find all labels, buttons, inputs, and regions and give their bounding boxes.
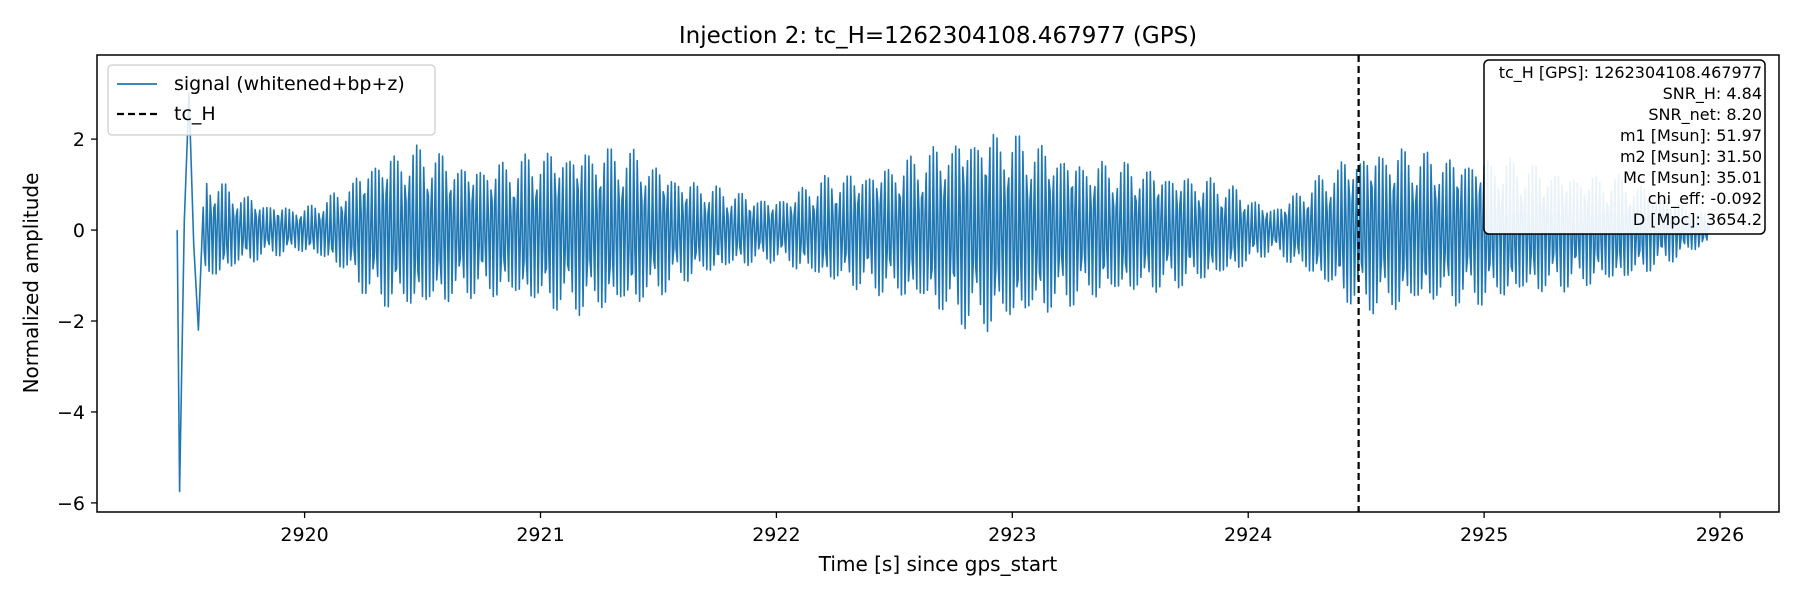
x-tick-label: 2923 (988, 524, 1036, 546)
info-snr-h: SNR_H: 4.84 (1663, 84, 1762, 104)
info-snr-net: SNR_net: 8.20 (1648, 105, 1762, 125)
info-distance: D [Mpc]: 3654.2 (1633, 210, 1762, 229)
info-box-frame (1483, 59, 1766, 235)
y-tick-label: −4 (57, 402, 85, 424)
x-axis-label: Time [s] since gps_start (818, 552, 1058, 576)
plot-frame (96, 54, 1780, 513)
info-tc-h: tc_H [GPS]: 1262304108.467977 (1499, 63, 1762, 83)
x-tick-label: 2922 (752, 524, 800, 546)
x-tick-label: 2925 (1460, 524, 1508, 546)
axis-ticks: 2920 2921 2922 2923 2924 2925 2926 2 0 −2 −4 −6 (57, 129, 1744, 546)
info-m1: m1 [Msun]: 51.97 (1620, 126, 1762, 145)
y-tick-label: 2 (73, 129, 85, 151)
info-mc: Mc [Msun]: 35.01 (1623, 168, 1762, 187)
legend-frame (107, 64, 436, 136)
y-tick-label: −2 (57, 311, 85, 333)
legend-signal-label: signal (whitened+bp+z) (174, 73, 405, 95)
x-tick-label: 2926 (1696, 524, 1744, 546)
chart-title: Injection 2: tc_H=1262304108.467977 (GPS… (679, 23, 1197, 49)
x-tick-label: 2921 (516, 524, 564, 546)
x-tick-label: 2920 (280, 524, 328, 546)
info-box: tc_H [GPS]: 1262304108.467977 SNR_H: 4.8… (1483, 59, 1766, 235)
info-chi-eff: chi_eff: -0.092 (1648, 189, 1762, 209)
y-tick-label: −6 (57, 493, 85, 515)
info-m2: m2 [Msun]: 31.50 (1620, 147, 1762, 166)
x-tick-label: 2924 (1224, 524, 1272, 546)
y-axis-label: Normalized amplitude (19, 173, 43, 394)
y-tick-label: 0 (73, 220, 85, 242)
legend: signal (whitened+bp+z) tc_H (107, 64, 436, 136)
signal-series-line (176, 92, 1711, 493)
legend-tc-label: tc_H (174, 103, 216, 125)
